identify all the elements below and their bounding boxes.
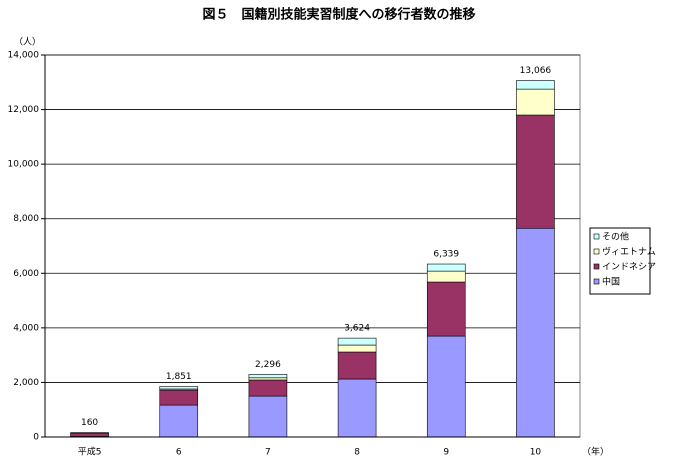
bar-segment	[516, 227, 555, 438]
y-tick-label: 12,000	[8, 105, 40, 115]
bar-segment	[159, 386, 199, 390]
y-tick-label: 10,000	[8, 160, 40, 170]
legend-label: インドネシア	[602, 262, 656, 273]
chart-title: 図５ 国籍別技能実習制度への移行者数の推移	[202, 7, 475, 23]
y-tick-label: 4,000	[13, 323, 39, 333]
bar-segment	[159, 404, 199, 438]
x-tick-label: 8	[354, 448, 360, 458]
bar-segment	[248, 395, 288, 438]
bar-segment	[337, 378, 377, 438]
x-tick-label: 平成5	[78, 446, 102, 458]
x-tick-label: 6	[176, 448, 182, 458]
y-tick-label: 2,000	[13, 378, 39, 388]
y-axis-label: （人）	[14, 37, 41, 48]
bar-segment	[516, 114, 555, 229]
total-label: 1,851	[166, 372, 192, 382]
bar-segment	[426, 335, 466, 438]
bar-segment	[516, 80, 555, 90]
total-label: 3,624	[344, 324, 370, 334]
bar-segment	[337, 337, 377, 346]
total-label: 6,339	[433, 250, 459, 260]
bar-segment	[248, 377, 288, 381]
bar-segment	[159, 389, 199, 406]
x-tick-label: 7	[265, 448, 271, 458]
bar-segment	[337, 344, 377, 353]
legend-swatch	[593, 233, 600, 240]
legend-swatch	[593, 248, 600, 255]
x-tick-label: 9	[443, 448, 449, 458]
total-label: 13,066	[520, 66, 552, 76]
bar-segment	[426, 270, 466, 283]
bar-segment	[70, 432, 109, 437]
bar-segment	[426, 263, 466, 272]
y-tick-label: 6,000	[13, 269, 39, 279]
y-tick-label: 0	[33, 433, 39, 443]
legend-label: ヴィエトナム	[602, 246, 656, 258]
bar-segment	[70, 432, 109, 434]
bar-segment	[426, 281, 466, 337]
bar-segment	[248, 379, 288, 397]
legend-swatch	[593, 278, 600, 285]
legend-label: その他	[602, 231, 629, 243]
bar-segment	[516, 88, 555, 116]
x-tick-label: 10	[530, 448, 542, 458]
bar-segment	[337, 351, 377, 380]
legend-box	[589, 227, 651, 295]
y-tick-label: 14,000	[8, 51, 40, 61]
plot-area	[44, 54, 581, 438]
y-tick-label: 8,000	[13, 214, 39, 224]
total-label: 160	[81, 418, 98, 428]
total-label: 2,296	[255, 360, 281, 370]
x-axis-label: （年）	[582, 446, 609, 458]
legend-label: 中国	[602, 276, 620, 288]
legend-swatch	[593, 263, 600, 270]
bar-segment	[248, 374, 288, 379]
